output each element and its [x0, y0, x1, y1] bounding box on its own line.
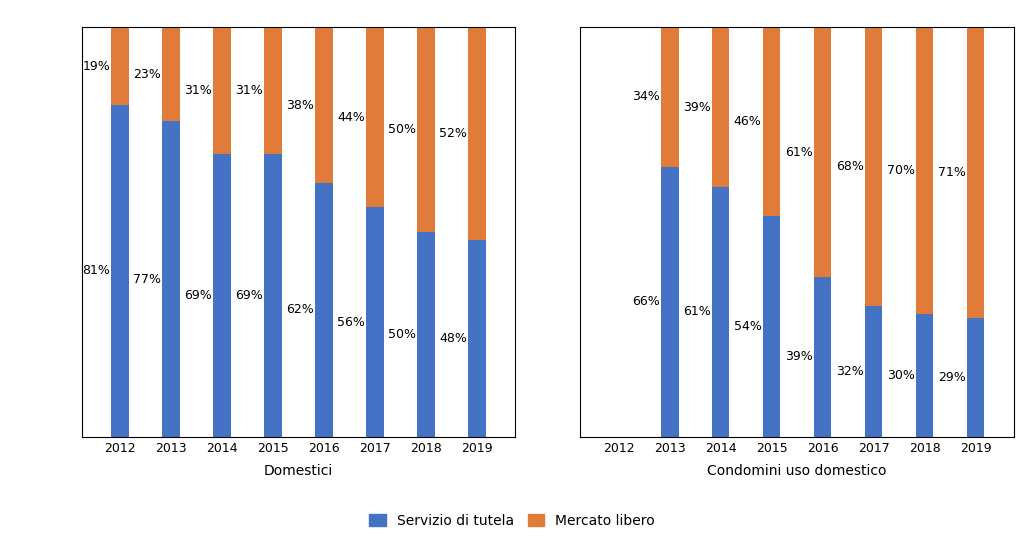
Bar	[367, 207, 384, 437]
Text: 66%: 66%	[632, 295, 659, 308]
Text: 50%: 50%	[388, 328, 416, 341]
Bar	[468, 27, 486, 240]
Bar	[264, 27, 282, 154]
Bar	[712, 187, 729, 437]
Text: 54%: 54%	[734, 320, 762, 333]
X-axis label: Condomini uso domestico: Condomini uso domestico	[708, 464, 887, 478]
Legend: Servizio di tutela, Mercato libero: Servizio di tutela, Mercato libero	[364, 508, 660, 533]
Text: 50%: 50%	[388, 123, 416, 136]
Bar	[213, 154, 231, 437]
Bar	[468, 240, 486, 437]
Bar	[660, 27, 679, 167]
Bar	[367, 27, 384, 207]
Text: 71%: 71%	[938, 166, 966, 179]
Bar	[967, 27, 984, 318]
Text: 69%: 69%	[184, 289, 212, 302]
X-axis label: Domestici: Domestici	[264, 464, 333, 478]
Text: 69%: 69%	[236, 289, 263, 302]
Bar	[213, 27, 231, 154]
Text: 39%: 39%	[784, 351, 813, 364]
Bar	[915, 27, 934, 314]
Text: 32%: 32%	[836, 365, 863, 378]
Text: 68%: 68%	[836, 160, 863, 173]
Bar	[162, 27, 180, 122]
Text: 29%: 29%	[938, 371, 966, 384]
Bar	[864, 306, 883, 437]
Bar	[763, 216, 780, 437]
Text: 34%: 34%	[632, 91, 659, 103]
Bar	[712, 27, 729, 187]
Text: 77%: 77%	[133, 272, 161, 286]
Bar	[264, 154, 282, 437]
Text: 31%: 31%	[236, 84, 263, 97]
Bar	[417, 27, 435, 232]
Text: 56%: 56%	[337, 316, 366, 329]
Bar	[915, 314, 934, 437]
Bar	[967, 318, 984, 437]
Bar	[315, 27, 333, 183]
Text: 38%: 38%	[287, 99, 314, 111]
Text: 39%: 39%	[683, 100, 711, 114]
Bar	[315, 183, 333, 437]
Text: 70%: 70%	[887, 164, 914, 177]
Text: 81%: 81%	[82, 264, 111, 277]
Text: 23%: 23%	[133, 68, 161, 81]
Text: 61%: 61%	[784, 146, 813, 159]
Bar	[112, 27, 129, 105]
Bar	[864, 27, 883, 306]
Bar	[162, 122, 180, 437]
Bar	[814, 27, 831, 277]
Text: 48%: 48%	[439, 332, 467, 345]
Text: 44%: 44%	[338, 111, 366, 124]
Text: 62%: 62%	[287, 304, 314, 316]
Bar	[763, 27, 780, 216]
Bar	[660, 167, 679, 437]
Bar	[112, 105, 129, 437]
Text: 61%: 61%	[683, 305, 711, 318]
Bar	[417, 232, 435, 437]
Text: 31%: 31%	[184, 84, 212, 97]
Text: 19%: 19%	[83, 60, 111, 73]
Text: 30%: 30%	[887, 369, 914, 382]
Bar	[814, 277, 831, 437]
Text: 52%: 52%	[439, 127, 467, 140]
Text: 46%: 46%	[734, 115, 762, 128]
